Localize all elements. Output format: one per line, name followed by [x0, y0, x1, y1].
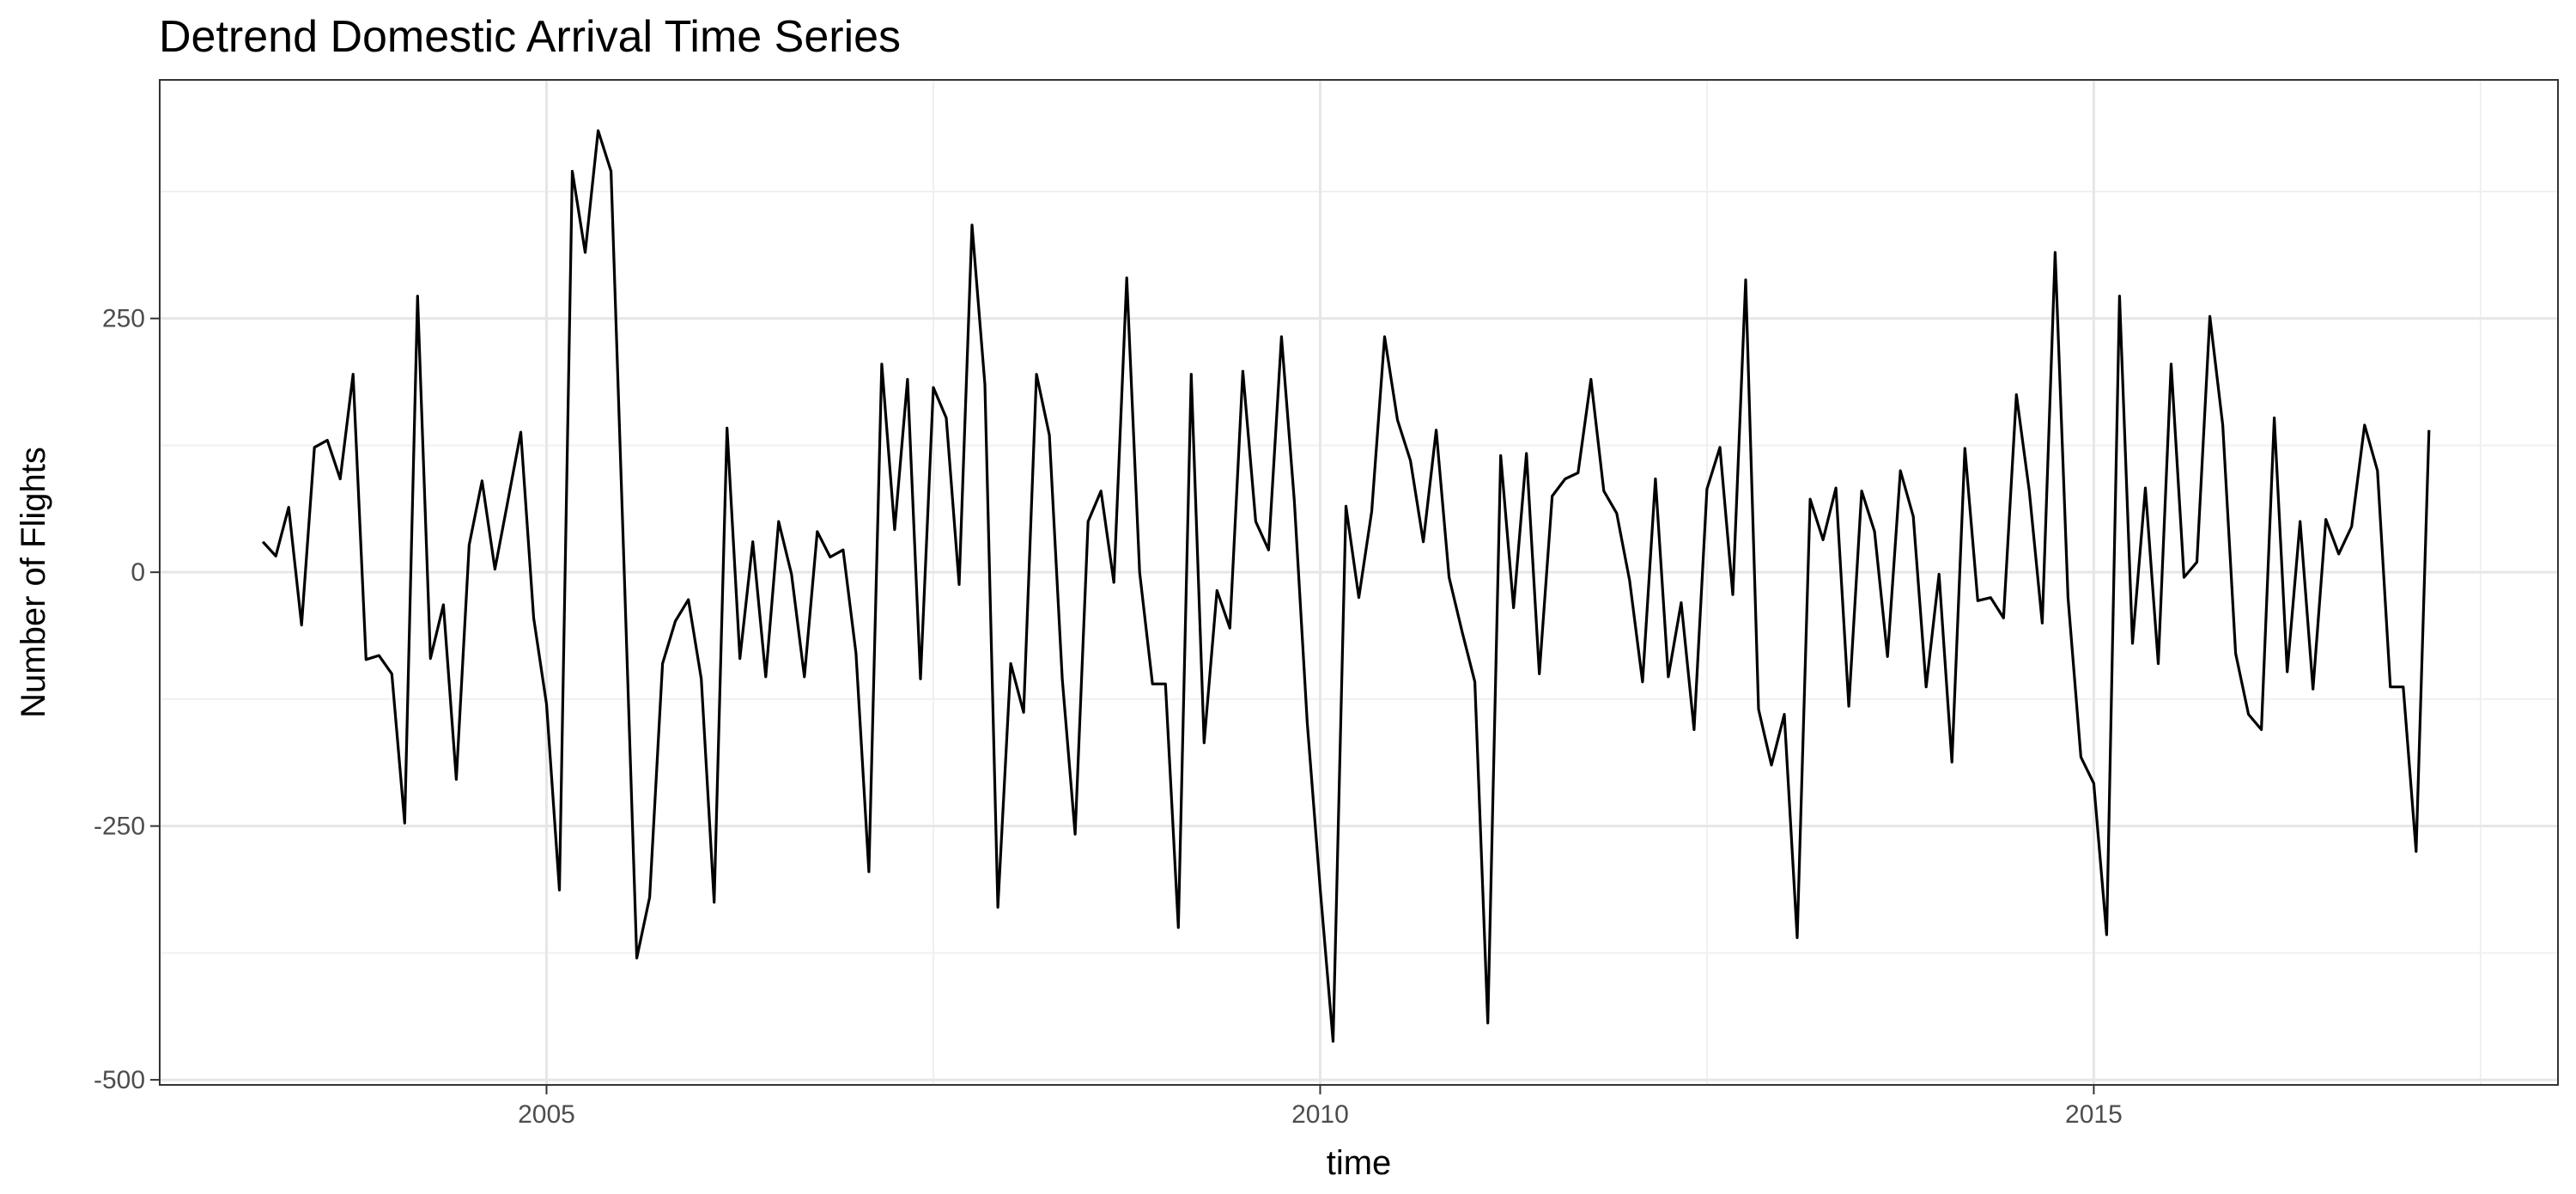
series-layer — [261, 129, 2431, 1043]
axes: 2005 2010 2015 -500 -250 0 250 — [94, 305, 2123, 1129]
x-axis-title: time — [1327, 1144, 1392, 1182]
y-tick-label: -250 — [94, 813, 145, 841]
y-axis-title: Number of Flights — [15, 447, 52, 718]
series-line — [261, 129, 2431, 1043]
grid — [159, 80, 2558, 1085]
y-tick-label: 250 — [102, 305, 145, 333]
x-tick-label: 2010 — [1291, 1100, 1349, 1129]
x-tick-label: 2015 — [2065, 1100, 2123, 1129]
panel-border — [159, 79, 2559, 1086]
x-tick-label: 2005 — [518, 1100, 575, 1129]
y-tick-label: -500 — [94, 1066, 145, 1094]
y-tick-label: 0 — [131, 558, 145, 587]
chart-title: Detrend Domestic Arrival Time Series — [159, 12, 901, 62]
